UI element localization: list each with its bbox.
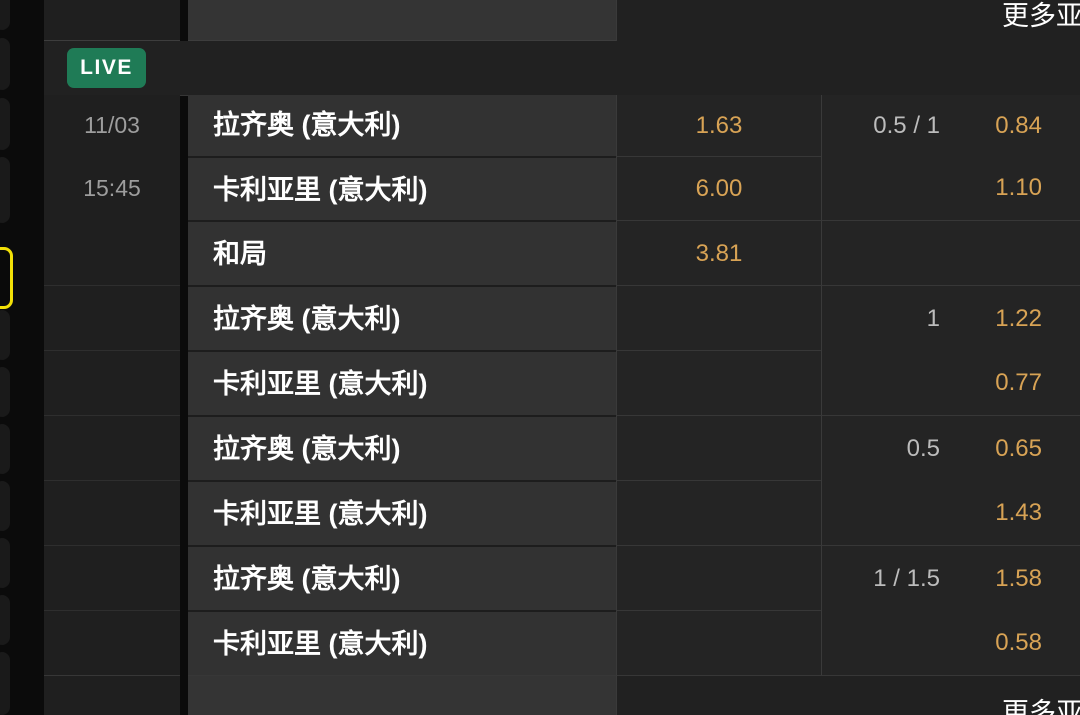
handicap-line: 0.5 / 1 [873,112,940,139]
left-rail [0,0,14,715]
win-odds-cell [616,350,821,415]
handicap-odds: 1.58 [995,565,1042,592]
handicap-odds: 0.65 [995,435,1042,462]
handicap-odds-cell[interactable]: 1 / 1.5 1.58 [821,545,1080,610]
handicap-line: 1 / 1.5 [873,565,940,592]
rail-card[interactable] [0,310,10,360]
rail-card[interactable] [0,538,10,588]
handicap-odds-cell[interactable]: 0.58 [821,610,1080,675]
date-cell-empty [44,220,180,285]
column-gap [180,0,188,41]
odds-column-spacer: 更多亚盘 [616,0,1080,41]
selection-name: 拉齐奥 (意大利) [188,545,616,610]
table-row: 拉齐奥 (意大利) 0.5 0.65 [44,415,1080,480]
more-markets-link[interactable]: 更多亚盘 [1002,698,1080,715]
live-row: LIVE [44,41,1080,96]
handicap-line: 1 [926,305,940,332]
handicap-odds-cell[interactable]: 0.5 / 1 0.84 [821,95,1080,156]
rail-card[interactable] [0,424,10,474]
win-odds-cell[interactable]: 3.81 [616,220,821,285]
handicap-odds: 1.10 [995,174,1042,201]
column-gap [180,545,188,610]
handicap-odds-cell[interactable]: 1.43 [821,480,1080,545]
handicap-line: 0.5 [906,435,940,462]
date-column-spacer [44,675,180,715]
table-row: 卡利亚里 (意大利) 0.77 [44,350,1080,415]
handicap-odds-cell[interactable]: 1 1.22 [821,285,1080,350]
selection-name: 卡利亚里 (意大利) [188,480,616,545]
more-markets-row-bottom: 更多亚盘 [44,675,1080,715]
column-gap [180,285,188,350]
rail-card[interactable] [0,98,10,150]
selection-name: 卡利亚里 (意大利) [188,610,616,675]
date-cell-empty [44,610,180,675]
rail-card-selected[interactable] [0,247,13,309]
handicap-odds: 1.22 [995,305,1042,332]
handicap-odds-cell[interactable]: 0.5 0.65 [821,415,1080,480]
win-odds-cell[interactable]: 1.63 [616,95,821,156]
date-cell-empty [44,545,180,610]
win-odds-cell [616,285,821,350]
win-odds-cell [616,480,821,545]
column-gap [180,95,188,156]
win-odds-cell[interactable]: 6.00 [616,156,821,220]
date-cell-empty [44,480,180,545]
date-cell-empty [44,350,180,415]
table-row: 和局 3.81 [44,220,1080,285]
column-gap [180,480,188,545]
rail-card[interactable] [0,652,10,715]
table-row: 卡利亚里 (意大利) 0.58 [44,610,1080,675]
column-gap [180,610,188,675]
odds-column-spacer: 更多亚盘 [616,675,1080,715]
column-gap [180,220,188,285]
selection-name: 和局 [188,220,616,285]
rail-card[interactable] [0,0,10,30]
date-cell-empty [44,415,180,480]
rail-card[interactable] [0,157,10,223]
handicap-odds-cell [821,220,1080,285]
column-gap [180,415,188,480]
rail-card[interactable] [0,38,10,90]
handicap-odds-cell[interactable]: 1.10 [821,156,1080,220]
rail-card[interactable] [0,595,10,645]
date-cell-empty [44,285,180,350]
selection-name: 卡利亚里 (意大利) [188,156,616,220]
handicap-odds: 0.84 [995,112,1042,139]
handicap-odds: 1.43 [995,499,1042,526]
rail-card[interactable] [0,367,10,417]
table-row: 拉齐奥 (意大利) 1 1.22 [44,285,1080,350]
more-markets-row-top: 更多亚盘 [44,0,1080,41]
rail-card[interactable] [0,481,10,531]
table-row: 卡利亚里 (意大利) 1.43 [44,480,1080,545]
match-time: 15:45 [44,156,180,220]
date-column-spacer [44,0,180,41]
win-odds-cell [616,415,821,480]
match-date: 11/03 [44,95,180,156]
table-row: 11/03 拉齐奥 (意大利) 1.63 0.5 / 1 0.84 [44,95,1080,156]
selection-name: 卡利亚里 (意大利) [188,350,616,415]
more-markets-link[interactable]: 更多亚盘 [1002,1,1080,31]
column-gap [180,675,188,715]
odds-table: 更多亚盘 LIVE 11/03 拉齐奥 (意大利) 1.63 0.5 / 1 0… [44,0,1080,715]
live-badge: LIVE [67,48,146,88]
win-odds-cell [616,545,821,610]
handicap-odds-cell[interactable]: 0.77 [821,350,1080,415]
selection-column-spacer [188,0,616,41]
column-gap [180,156,188,220]
handicap-odds: 0.58 [995,629,1042,656]
selection-name: 拉齐奥 (意大利) [188,95,616,156]
selection-name: 拉齐奥 (意大利) [188,285,616,350]
win-odds-cell [616,610,821,675]
selection-name: 拉齐奥 (意大利) [188,415,616,480]
table-row: 15:45 卡利亚里 (意大利) 6.00 1.10 [44,156,1080,220]
handicap-odds: 0.77 [995,369,1042,396]
selection-column-spacer [188,675,616,715]
table-row: 拉齐奥 (意大利) 1 / 1.5 1.58 [44,545,1080,610]
column-gap [180,350,188,415]
